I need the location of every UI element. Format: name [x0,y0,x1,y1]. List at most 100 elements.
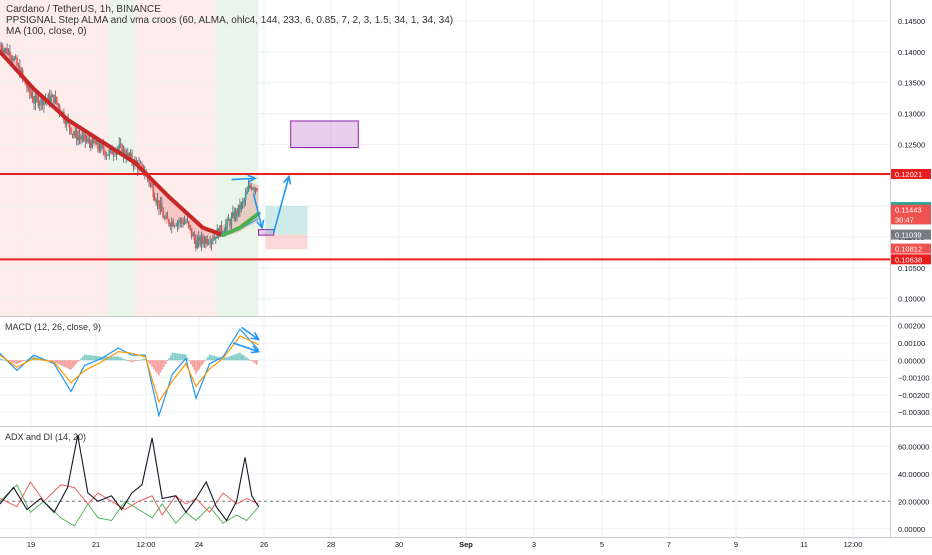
candle-body [224,224,227,232]
candle-body [251,188,254,190]
price-tick-label: 0.13500 [898,79,925,88]
candle-body [165,216,167,218]
candle-body [256,188,258,191]
macd-histogram-bar [171,352,174,361]
candle-body [186,221,189,223]
macd-tick-label: 0.00100 [898,339,925,348]
price-tick-label: 0.10000 [898,295,925,304]
candle-body [104,151,106,157]
macd-histogram-bar [230,355,233,361]
candle-body [80,137,82,140]
macd-histogram-bar [115,356,118,361]
macd-histogram-bar [188,360,191,362]
price-label: 0.10812 [895,245,922,254]
candle-body [195,239,197,249]
macd-histogram [0,352,258,376]
macd-histogram-bar [4,360,6,361]
macd-histogram-bar [223,357,226,361]
indicator-label-ma: MA (100, close, 0) [6,26,87,37]
candle-body [90,142,92,148]
candle-body [64,120,67,125]
price-arrow-head [283,174,292,185]
macd-histogram-bar [158,360,160,376]
candle-body [0,45,1,47]
macd-histogram-bar [21,360,23,362]
candle-body [119,144,122,145]
candle-body [95,140,98,145]
candle-body [200,236,203,245]
candle-body [229,220,231,226]
adx-series-line [0,435,260,522]
price-arrow [273,176,290,233]
price-tick-label: 0.14500 [898,17,925,26]
price-label-box [891,254,931,265]
candle-body [233,212,236,220]
macd-histogram-bar [119,357,121,361]
candle-body [239,204,241,210]
macd-tick-label: −0.00300 [898,408,930,417]
candle-body [36,95,38,98]
candle-body [182,221,184,225]
macd-histogram-bar [198,360,201,369]
candle-body [124,149,126,157]
macd-histogram-bar [183,354,186,361]
macd-histogram-bar [156,360,158,374]
candle-body [246,190,248,195]
x-tick-label: 12:00 [844,540,863,549]
candle-body [212,239,214,241]
adx-series-line [0,484,259,527]
alma-band [0,43,259,246]
candle-body [240,202,243,210]
price-tick-label: 0.10500 [898,264,925,273]
candle-body [234,210,237,220]
bg-region-green [216,0,259,316]
candle-body [253,188,255,190]
macd-histogram-bar [181,354,184,361]
macd-histogram-bar [26,359,28,361]
x-tick-label: 21 [92,540,100,549]
candle-body [94,142,96,145]
price-arrow [231,177,256,181]
macd-histogram-bar [137,360,140,362]
macd-histogram-bar [129,360,131,362]
candle-body [153,197,156,201]
candle-body [155,200,157,204]
macd-histogram-bar [147,360,150,363]
macd-histogram-bar [58,360,60,365]
candle-body [53,94,55,103]
candle-body [193,234,196,240]
macd-arrow [232,342,259,353]
macd-histogram-bar [112,356,115,361]
price-label: 30:47 [895,215,914,224]
macd-histogram-bar [227,356,229,361]
adx-series-line [0,481,259,516]
macd-histogram-bar [9,360,11,362]
macd-histogram-bar [185,354,187,361]
macd-histogram-bar [142,358,145,361]
candle-body [118,144,121,148]
candle-body [2,49,4,53]
candle-body [55,96,58,104]
macd-histogram-bar [196,360,199,372]
candle-body [0,45,3,50]
macd-histogram-bar [203,360,206,362]
candle-body [169,224,172,227]
candle-body [92,137,95,143]
price-label: 0.10638 [895,255,922,264]
macd-histogram-bar [237,353,240,361]
macd-histogram-bar [53,360,55,363]
candle-body [16,57,18,66]
macd-histogram-bar [149,360,152,365]
candle-body [70,127,72,134]
adx-tick-label: 20.00000 [898,497,929,506]
macd-arrow-head [250,345,261,354]
macd-histogram-bar [245,357,248,361]
macd-arrow [241,326,260,341]
macd-histogram-bar [136,360,138,362]
macd-histogram-bar [229,356,231,361]
macd-histogram-bar [82,356,84,361]
macd-histogram-bar [210,355,213,361]
candle-body [222,232,224,233]
candle-body [111,147,113,155]
